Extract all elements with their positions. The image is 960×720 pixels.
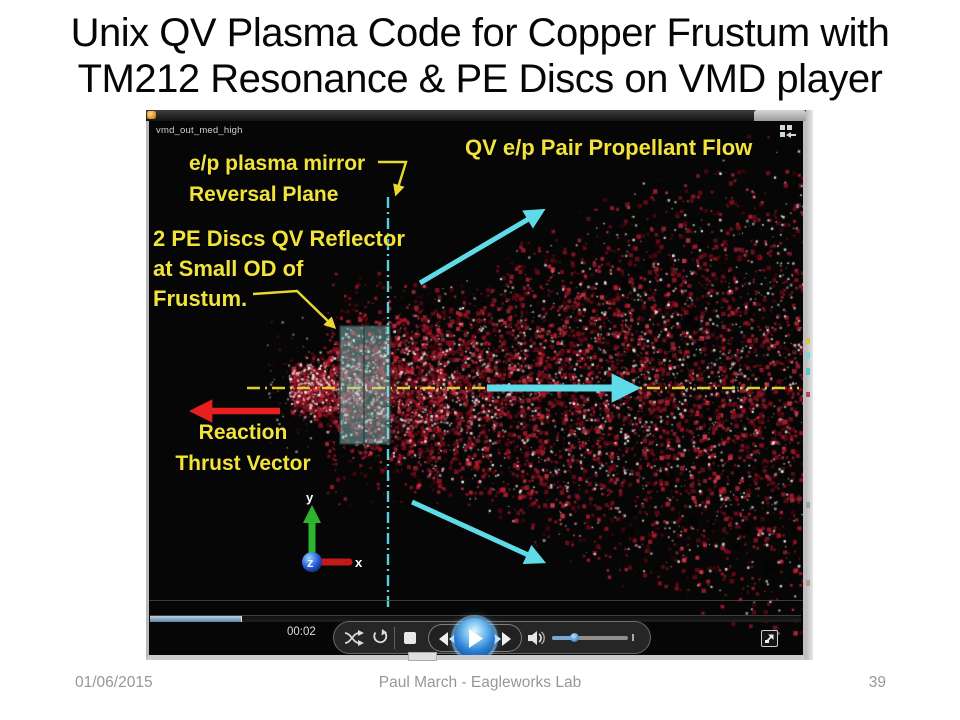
player-titlebar — [146, 110, 806, 121]
annotation-propellant-flow: QV e/p Pair Propellant Flow — [465, 135, 753, 160]
stop-button[interactable] — [404, 632, 416, 644]
window-scroll-strip — [806, 110, 813, 660]
repeat-icon[interactable] — [371, 629, 389, 647]
control-panel-divider — [149, 600, 803, 601]
annotation-plasma-mirror: e/p plasma mirror Reversal Plane — [189, 152, 366, 206]
slide-title-line1: Unix QV Plasma Code for Copper Frustum w… — [70, 11, 890, 55]
axis-gizmo: y x z — [302, 490, 363, 572]
controls-divider — [394, 627, 395, 649]
slide-title-line2: TM212 Resonance & PE Discs on VMD player — [77, 57, 883, 101]
titlebar-tab — [754, 110, 806, 121]
discs-pointer-line — [252, 289, 337, 330]
axis-label-x: x — [355, 555, 363, 570]
footer-page-number: 39 — [868, 674, 886, 691]
seek-bar-fill — [150, 616, 243, 622]
app-icon — [147, 111, 156, 119]
strip-artifact — [806, 502, 810, 508]
vmd-player-window: y x z vmd_out_med_high QV e/p Pair Prope… — [146, 110, 806, 661]
propellant-flow-arrow-lower — [410, 499, 547, 564]
annotation-overlay: y x z — [188, 160, 799, 611]
volume-slider[interactable] — [552, 633, 628, 642]
play-button[interactable] — [454, 618, 495, 655]
strip-artifact — [806, 580, 810, 586]
window-notch — [408, 652, 437, 661]
mirror-pointer-line — [378, 160, 408, 197]
switch-to-full-mode-icon[interactable] — [761, 630, 778, 647]
elapsed-time: 00:02 — [287, 626, 316, 638]
pe-discs — [339, 325, 391, 445]
strip-artifact — [806, 352, 810, 359]
footer-date: 01/06/2015 — [75, 674, 153, 691]
tile-layout-icon[interactable] — [780, 125, 798, 146]
volume-handle[interactable] — [570, 633, 580, 642]
clip-title: vmd_out_med_high — [156, 125, 243, 136]
propellant-flow-arrow-upper — [418, 208, 546, 286]
strip-artifact — [806, 338, 810, 344]
shuffle-icon[interactable] — [344, 630, 366, 646]
strip-artifact — [806, 392, 810, 397]
strip-artifact — [806, 368, 810, 375]
volume-max-tick — [632, 634, 634, 641]
axis-label-z: z — [307, 555, 314, 570]
annotation-pe-discs: 2 PE Discs QV Reflector at Small OD of Fru… — [153, 226, 405, 311]
volume-fill — [552, 636, 575, 640]
footer-credit: Paul March - Eagleworks Lab — [378, 674, 582, 691]
axis-label-y: y — [306, 490, 314, 505]
playback-controls — [333, 618, 651, 655]
annotation-reaction-thrust: Reaction Thrust Vector — [175, 421, 311, 475]
video-area: y x z vmd_out_med_high QV e/p Pair Prope… — [149, 121, 803, 655]
speaker-icon[interactable] — [528, 630, 546, 646]
slide-title: Unix QV Plasma Code for Copper Frustum w… — [0, 10, 960, 102]
